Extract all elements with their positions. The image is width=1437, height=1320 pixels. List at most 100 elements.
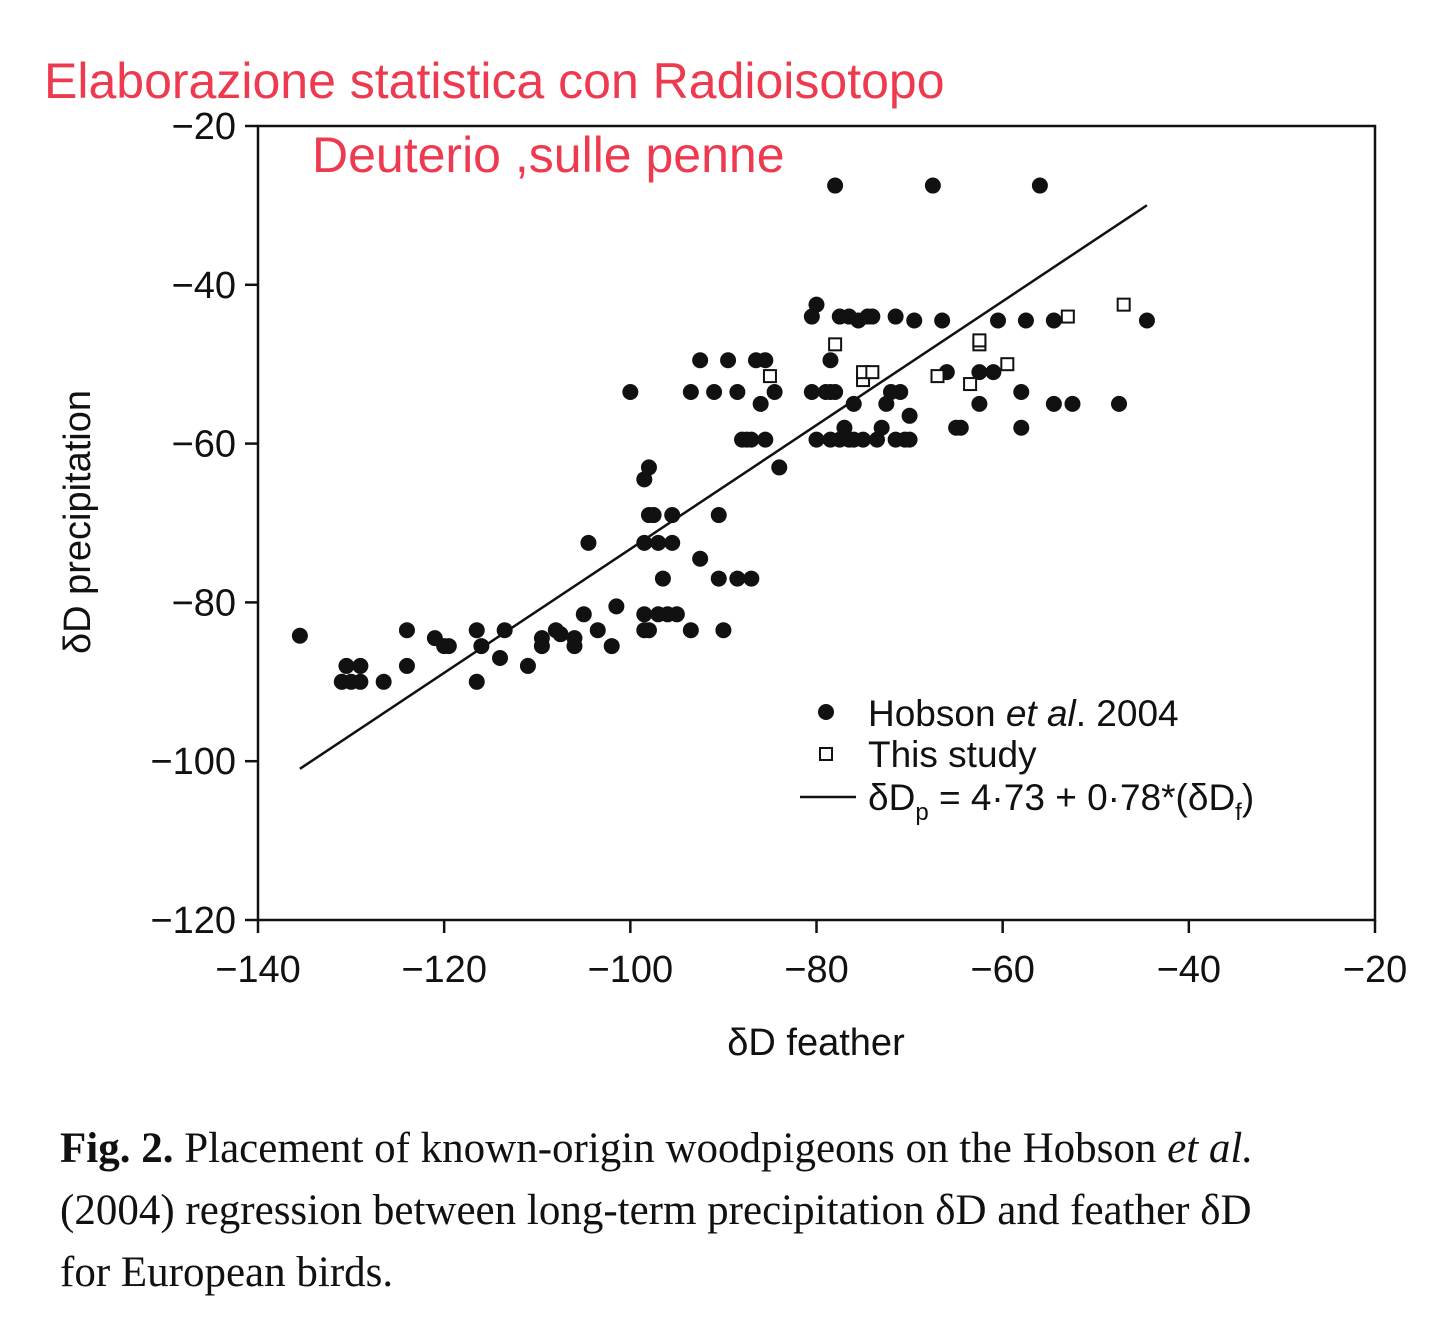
- regression-line: [299, 204, 1148, 770]
- hobson-point: [682, 383, 699, 400]
- hobson-point: [901, 407, 918, 424]
- hobson-points: [291, 177, 1155, 690]
- hobson-point: [729, 383, 746, 400]
- hobson-point: [473, 638, 490, 655]
- hobson-point: [985, 364, 1002, 381]
- hobson-point: [608, 598, 625, 615]
- hobson-point: [692, 352, 709, 369]
- study-point: [972, 333, 987, 348]
- figure-caption: Fig. 2. Placement of known-origin woodpi…: [60, 1118, 1420, 1304]
- hobson-point: [603, 638, 620, 655]
- hobson-point: [1017, 312, 1034, 329]
- hobson-point: [757, 431, 774, 448]
- hobson-point: [1045, 395, 1062, 412]
- y-tick-label: −80: [172, 582, 236, 624]
- study-point: [1060, 309, 1075, 324]
- hobson-point: [892, 383, 909, 400]
- hobson-point: [533, 638, 550, 655]
- x-tick-label: −80: [784, 949, 848, 991]
- hobson-point: [971, 364, 988, 381]
- hobson-point: [398, 657, 415, 674]
- hobson-point: [1138, 312, 1155, 329]
- hobson-point: [743, 431, 760, 448]
- hobson-point: [492, 649, 509, 666]
- annotation-title-line-1: Elaborazione statistica con Radioisotopo: [44, 53, 945, 109]
- legend-label-hobson: Hobson et al. 2004: [868, 693, 1179, 734]
- x-tick-label: −20: [1343, 949, 1407, 991]
- hobson-point: [650, 534, 667, 551]
- x-tick-label: −120: [401, 949, 487, 991]
- hobson-point: [873, 419, 890, 436]
- caption-line-3: for European birds.: [60, 1249, 394, 1296]
- caption-line-2: (2004) regression between long-term prec…: [60, 1187, 1252, 1234]
- hobson-point: [640, 459, 657, 476]
- hobson-point: [743, 570, 760, 587]
- hobson-point: [640, 622, 657, 639]
- study-point: [930, 369, 945, 384]
- hobson-point: [706, 383, 723, 400]
- hobson-point: [552, 626, 569, 643]
- hobson-point: [645, 507, 662, 524]
- hobson-point: [729, 570, 746, 587]
- hobson-point: [1045, 312, 1062, 329]
- y-axis-label: δD precipitation: [57, 390, 99, 654]
- y-tick-label: −40: [172, 265, 236, 307]
- hobson-point: [580, 534, 597, 551]
- caption-line-1-text: Placement of known-origin woodpigeons on…: [173, 1125, 1168, 1172]
- hobson-point: [668, 606, 685, 623]
- y-tick-label: −60: [172, 424, 236, 466]
- annotation-title-line-2: Deuterio ,sulle penne: [312, 127, 785, 183]
- legend-label-regression: δDp = 4·73 + 0·78*(δDf): [868, 777, 1254, 826]
- hobson-point: [1031, 177, 1048, 194]
- caption-figure-number: Fig. 2.: [60, 1125, 174, 1172]
- hobson-point: [682, 622, 699, 639]
- hobson-point: [715, 622, 732, 639]
- study-points: [762, 297, 1131, 392]
- hobson-point: [575, 606, 592, 623]
- hobson-point: [440, 638, 457, 655]
- hobson-point: [720, 352, 737, 369]
- hobson-point: [710, 507, 727, 524]
- legend-marker-study: [819, 747, 833, 761]
- hobson-point: [808, 431, 825, 448]
- tick-labels: −140 −120 −100 −80 −60 −40 −20 −120 −100 −80 −60 −4…: [150, 106, 1407, 991]
- hobson-point: [468, 622, 485, 639]
- caption-line-1-italic: et al.: [1167, 1125, 1254, 1172]
- caption-line-1: Fig. 2. Placement of known-origin woodpi…: [60, 1118, 1420, 1180]
- hobson-point: [636, 606, 653, 623]
- hobson-point: [352, 657, 369, 674]
- study-point: [828, 337, 843, 352]
- hobson-point: [766, 383, 783, 400]
- hobson-point: [654, 570, 671, 587]
- hobson-point: [398, 622, 415, 639]
- axis-ticks: [245, 124, 1377, 933]
- hobson-point: [990, 312, 1007, 329]
- study-point: [762, 369, 777, 384]
- x-axis-label: δD feather: [727, 1022, 905, 1064]
- hobson-point: [906, 312, 923, 329]
- hobson-point: [1013, 419, 1030, 436]
- hobson-point: [971, 395, 988, 412]
- x-tick-label: −40: [1157, 949, 1221, 991]
- hobson-point: [664, 507, 681, 524]
- hobson-point: [845, 395, 862, 412]
- hobson-point: [827, 383, 844, 400]
- study-point: [963, 377, 978, 392]
- hobson-point: [757, 352, 774, 369]
- study-point: [865, 365, 880, 380]
- hobson-point: [622, 383, 639, 400]
- hobson-point: [1013, 383, 1030, 400]
- legend-marker-hobson: [818, 704, 834, 720]
- x-tick-label: −100: [588, 949, 674, 991]
- hobson-point: [496, 622, 513, 639]
- hobson-point: [887, 308, 904, 325]
- hobson-point: [808, 296, 825, 313]
- hobson-point: [338, 657, 355, 674]
- hobson-point: [375, 673, 392, 690]
- hobson-point: [710, 570, 727, 587]
- hobson-point: [924, 177, 941, 194]
- hobson-point: [803, 383, 820, 400]
- legend: Hobson et al. 2004 This study δDp = 4·73…: [800, 693, 1254, 826]
- hobson-point: [752, 395, 769, 412]
- hobson-point: [901, 431, 918, 448]
